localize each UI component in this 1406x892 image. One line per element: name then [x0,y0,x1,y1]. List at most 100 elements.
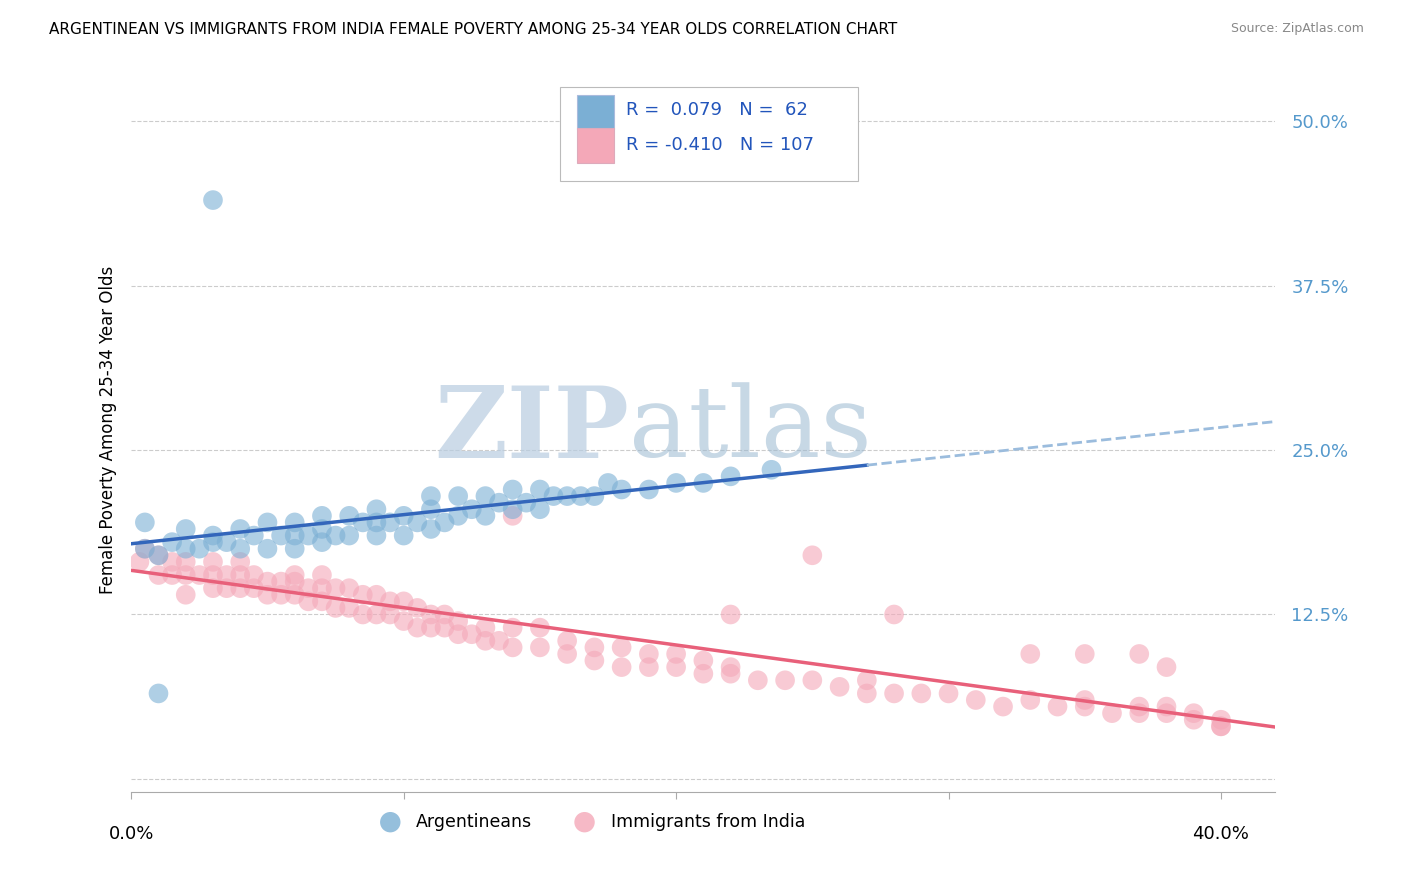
Point [311,522,333,536]
Point [160,568,183,582]
Point [378,594,401,608]
Point [720,607,742,622]
Point [284,574,307,589]
Point [366,502,388,516]
Point [665,475,688,490]
Point [638,483,661,497]
Point [596,475,619,490]
Point [201,581,224,595]
Point [692,654,714,668]
Point [502,621,524,635]
Point [284,516,307,530]
Point [201,535,224,549]
Text: R =  0.079   N =  62: R = 0.079 N = 62 [626,102,807,120]
Point [352,607,374,622]
Point [474,508,496,523]
Point [243,581,266,595]
Point [148,568,170,582]
Point [297,594,319,608]
Text: atlas: atlas [628,383,872,478]
Point [229,581,252,595]
Point [1209,719,1232,733]
Point [311,581,333,595]
Point [188,541,211,556]
Point [1209,713,1232,727]
Point [229,568,252,582]
Point [1101,706,1123,721]
Point [747,673,769,688]
Point [148,686,170,700]
Point [284,588,307,602]
Y-axis label: Female Poverty Among 25-34 Year Olds: Female Poverty Among 25-34 Year Olds [100,266,117,594]
Point [665,660,688,674]
Point [569,489,592,503]
Point [761,463,783,477]
Point [160,555,183,569]
Point [1209,719,1232,733]
Point [1182,713,1205,727]
Point [148,549,170,563]
Point [419,502,441,516]
Point [856,686,879,700]
Point [529,621,551,635]
Point [160,535,183,549]
Point [174,588,197,602]
Point [1128,647,1150,661]
Point [174,568,197,582]
Point [828,680,851,694]
Point [311,568,333,582]
Point [447,627,470,641]
Point [134,541,156,556]
Point [419,489,441,503]
Point [502,640,524,655]
Point [201,568,224,582]
Point [461,502,484,516]
Point [447,508,470,523]
Point [610,660,633,674]
Text: ZIP: ZIP [434,382,628,479]
Point [1046,699,1069,714]
Point [638,647,661,661]
Point [406,516,429,530]
Point [502,508,524,523]
Point [461,627,484,641]
Point [148,549,170,563]
Point [378,516,401,530]
Point [1128,699,1150,714]
Point [366,607,388,622]
Point [665,647,688,661]
Point [555,633,578,648]
Point [174,541,197,556]
Point [392,594,415,608]
Point [433,607,456,622]
Point [188,568,211,582]
Point [229,522,252,536]
Point [325,528,347,542]
Point [352,588,374,602]
Point [325,581,347,595]
Point [215,568,238,582]
Point [991,699,1014,714]
Point [337,508,360,523]
Point [883,607,905,622]
Point [720,660,742,674]
Point [1156,699,1178,714]
Point [311,508,333,523]
Point [910,686,932,700]
Point [215,581,238,595]
Point [201,193,224,207]
Point [297,581,319,595]
Point [583,654,606,668]
Point [433,621,456,635]
Point [392,614,415,628]
Point [243,528,266,542]
Point [433,516,456,530]
Point [229,541,252,556]
Point [488,633,510,648]
Point [134,541,156,556]
Point [529,483,551,497]
Point [352,516,374,530]
Point [1074,647,1097,661]
Point [638,660,661,674]
FancyBboxPatch shape [578,95,614,129]
